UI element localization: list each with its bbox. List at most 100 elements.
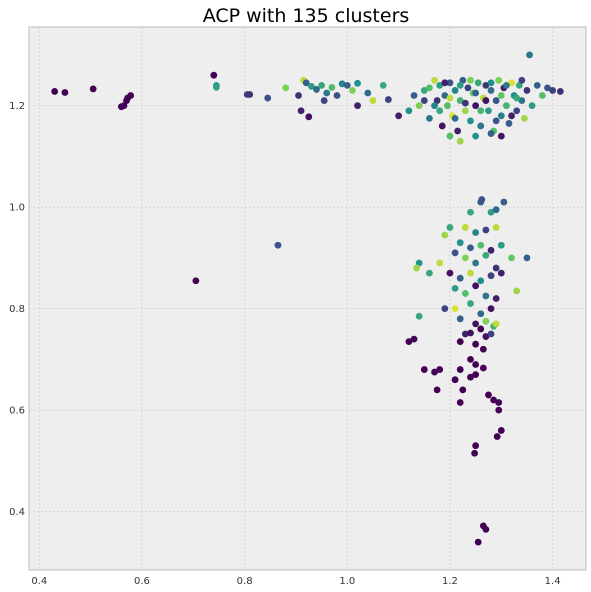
scatter-point — [485, 391, 492, 399]
scatter-point — [456, 239, 464, 247]
scatter-point — [490, 396, 497, 404]
scatter-point — [472, 340, 480, 348]
scatter-point — [415, 259, 423, 267]
scatter-point — [500, 198, 508, 206]
scatter-point — [477, 325, 485, 333]
scatter-point — [120, 102, 128, 110]
scatter-point — [446, 132, 454, 140]
scatter-point — [354, 102, 361, 110]
scatter-point — [544, 84, 551, 92]
scatter-point — [441, 231, 449, 239]
scatter-point — [487, 246, 495, 254]
scatter-point — [518, 76, 526, 84]
scatter-point — [472, 89, 480, 97]
scatter-point — [420, 97, 428, 104]
scatter-point — [446, 79, 454, 87]
scatter-point — [503, 102, 510, 110]
scatter-point — [477, 277, 485, 285]
scatter-point — [246, 91, 254, 98]
scatter-point — [497, 241, 505, 249]
scatter-point — [436, 107, 444, 115]
scatter-point — [472, 371, 480, 379]
scatter-point — [313, 86, 320, 93]
scatter-point — [354, 79, 361, 87]
scatter-point — [513, 94, 521, 102]
scatter-point — [467, 373, 474, 381]
scatter-point — [454, 127, 462, 135]
scatter-point — [364, 89, 372, 97]
scatter-point — [513, 107, 521, 115]
scatter-point — [472, 361, 480, 368]
scatter-point — [51, 88, 59, 95]
scatter-point — [441, 305, 449, 313]
scatter-point — [446, 224, 454, 231]
scatter-point — [426, 269, 433, 277]
scatter-point — [456, 338, 464, 346]
scatter-point — [451, 249, 459, 257]
x-tick-label: 1.4 — [545, 576, 561, 587]
scatter-point — [487, 330, 495, 338]
scatter-point — [495, 406, 503, 414]
scatter-point — [61, 89, 69, 96]
scatter-point — [349, 87, 356, 94]
scatter-point — [405, 338, 413, 346]
scatter-point — [420, 87, 428, 94]
scatter-point — [492, 264, 500, 272]
scatter-point — [523, 87, 531, 94]
tick-labels: 0.4 0.6 0.8 1.0 1.2 1.4 0.4 0.6 0.8 1.0 1.2 — [9, 101, 560, 587]
scatter-point — [485, 107, 492, 115]
y-tick-label: 0.6 — [9, 406, 25, 417]
scatter-point — [472, 132, 480, 140]
scatter-point — [497, 92, 505, 99]
scatter-point — [89, 85, 97, 93]
scatter-point — [497, 427, 505, 434]
scatter-point — [477, 107, 485, 115]
scatter-point — [343, 81, 351, 89]
y-tick-label: 0.8 — [9, 304, 25, 315]
scatter-point — [515, 81, 523, 89]
scatter-point — [210, 71, 218, 79]
scatter-point — [472, 282, 480, 290]
scatter-point — [446, 94, 454, 102]
gridlines — [29, 27, 586, 570]
scatter-point — [461, 254, 469, 262]
scatter-point — [487, 130, 495, 137]
scatter-point — [478, 196, 486, 203]
scatter-point — [456, 366, 464, 373]
scatter-point — [456, 399, 464, 406]
scatter-point — [533, 81, 541, 89]
scatter-point — [467, 208, 474, 216]
scatter-point — [436, 81, 444, 89]
scatter-point — [467, 76, 474, 84]
scatter-point — [487, 272, 495, 280]
scatter-point — [472, 442, 480, 450]
scatter-point — [492, 206, 500, 214]
scatter-point — [477, 310, 485, 318]
scatter-point — [492, 295, 500, 302]
scatter-point — [451, 284, 459, 292]
scatter-point — [320, 97, 328, 104]
scatter-point — [446, 269, 454, 277]
scatter-point — [461, 107, 469, 115]
scatter-point — [451, 87, 459, 94]
scatter-point — [413, 264, 420, 272]
scatter-point — [482, 317, 490, 325]
scatter-point — [451, 305, 459, 313]
scatter-point — [471, 449, 478, 457]
scatter-point — [482, 81, 490, 89]
scatter-point — [556, 88, 564, 95]
scatter-point — [415, 102, 423, 110]
scatter-point — [492, 320, 500, 328]
scatter-point — [505, 120, 513, 127]
data-points — [51, 51, 564, 546]
scatter-point — [438, 122, 446, 130]
scatter-point — [495, 399, 503, 406]
scatter-point — [410, 335, 418, 343]
scatter-point — [451, 114, 459, 122]
scatter-point — [513, 287, 521, 295]
scatter-point — [526, 51, 533, 59]
scatter-point — [497, 132, 505, 140]
x-tick-label: 0.4 — [31, 576, 47, 587]
scatter-point — [369, 97, 377, 104]
scatter-point — [472, 229, 480, 236]
